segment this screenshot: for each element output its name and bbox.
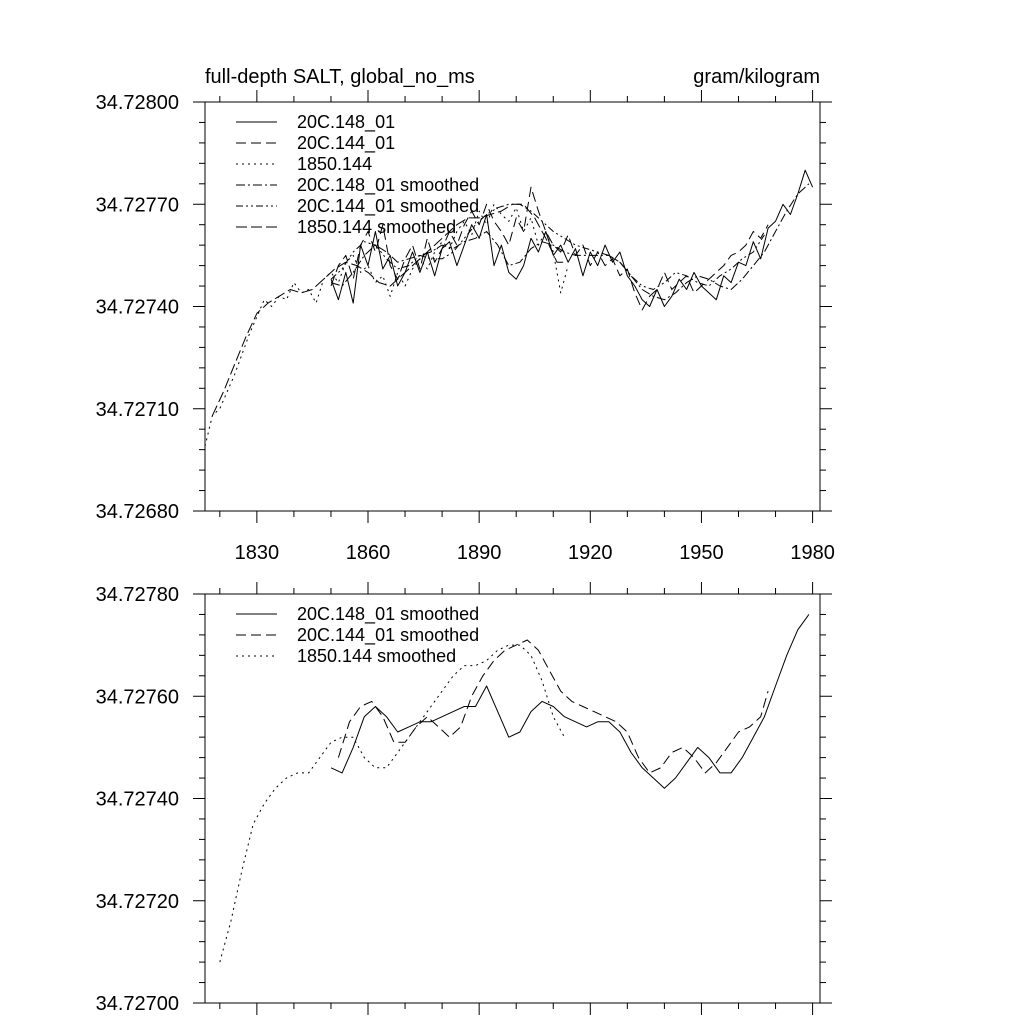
x-tick-label: 1890 [457,542,502,564]
y-tick-label: 34.72780 [96,584,179,606]
series-line-20c-148-01 [330,169,814,307]
y-tick-label: 34.72760 [96,686,179,708]
y-tick-label: 34.72720 [96,891,179,913]
legend-label-1850-144-smoothed: 1850.144 smoothed [297,217,456,237]
y-tick-label: 34.72680 [96,501,179,523]
units-label: gram/kilogram [693,66,820,88]
x-tick-label: 1860 [346,542,391,564]
series-line-20c-144-01 [330,186,769,311]
legend-label-20c-148-01-smoothed: 20C.148_01 smoothed [297,604,479,625]
x-tick-label: 1950 [679,542,724,564]
y-tick-label: 34.72740 [96,297,179,319]
series-line-20c-148-01-smoothed [330,614,810,789]
legend-label-20c-144-01-smoothed: 20C.144_01 smoothed [297,625,479,646]
legend-label-1850-144-smoothed: 1850.144 smoothed [297,646,456,666]
series-line-20c-144-01-smoothed [337,639,769,774]
x-tick-label: 1980 [790,542,835,564]
series-line-20c-148-01-smoothed [330,183,810,301]
bottom-panel: 34.72700 34.72720 34.72740 34.72760 34.72780… [96,582,832,1015]
legend-label-20c-144-01-smoothed: 20C.144_01 smoothed [297,196,479,217]
chart-title: full-depth SALT, global_no_ms [205,66,475,88]
series-line-1850-144 [204,203,569,447]
series-line-1850-144-smoothed [219,644,565,963]
y-tick-label: 34.72700 [96,993,179,1015]
legend-label-1850-144: 1850.144 [297,154,372,174]
y-tick-label: 34.72710 [96,399,179,421]
top-panel: 1830 1860 1890 1920 1950 1980 34.72680 34.72710… [96,66,835,564]
x-tick-label: 1920 [568,542,613,564]
legend-label-20c-148-01: 20C.148_01 [297,112,395,133]
y-tick-label: 34.72770 [96,194,179,216]
y-tick-label: 34.72740 [96,789,179,811]
series-line-20c-144-01-smoothed [330,203,765,290]
legend-label-20c-144-01: 20C.144_01 [297,133,395,154]
series-line-1850-144-smoothed [211,203,565,416]
x-tick-label: 1830 [235,542,280,564]
legend-label-20c-148-01-smoothed: 20C.148_01 smoothed [297,175,479,196]
y-tick-label: 34.72800 [96,92,179,114]
